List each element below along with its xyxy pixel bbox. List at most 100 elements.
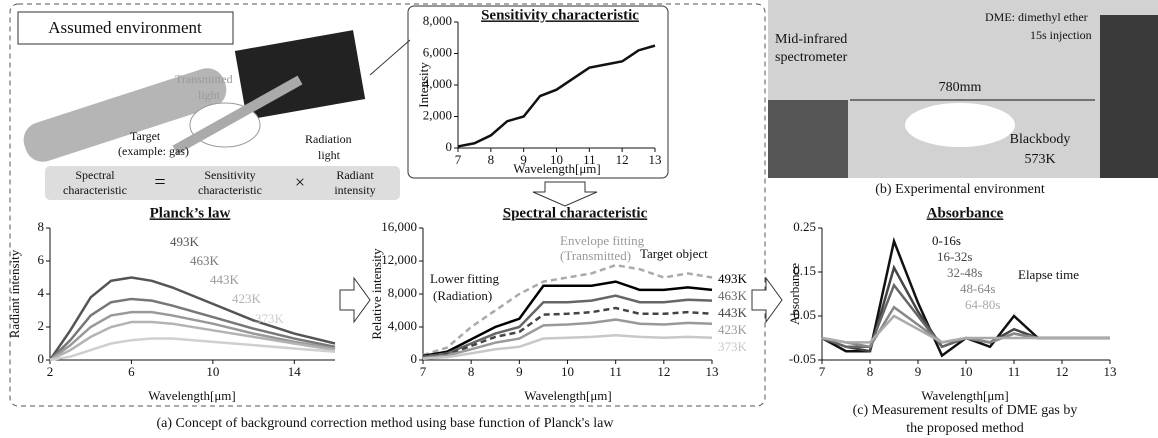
y-tick-label: 0: [411, 351, 418, 366]
data-line: [49, 297, 336, 361]
x-tick-label: 8: [488, 152, 495, 167]
x-tick-label: 7: [420, 364, 427, 379]
spectrometer-label: spectrometer: [775, 50, 848, 65]
light-beam: [172, 75, 303, 155]
data-line: [49, 320, 336, 362]
series-label: 493K: [170, 234, 200, 249]
series-label: 64-80s: [965, 297, 1000, 312]
series-label: 16-32s: [937, 249, 972, 264]
y-axis-label: Radiant intensity: [7, 249, 22, 338]
y-tick-label: 4: [38, 285, 45, 300]
y-tick-label: 4,000: [423, 76, 452, 91]
chart-title: Planck’s law: [150, 205, 231, 221]
y-tick-label: 0.15: [793, 263, 816, 278]
x-tick-label: 7: [455, 152, 462, 167]
y-tick-label: -0.05: [789, 351, 816, 366]
callout-line: [369, 39, 411, 76]
blackbody-label: 573K: [1024, 152, 1055, 167]
y-tick-label: 12,000: [381, 252, 417, 267]
panel-a-border: [9, 3, 766, 407]
y-tick-label: 2,000: [423, 107, 452, 122]
series-label: 373K: [255, 311, 285, 326]
series-label: 463K: [190, 253, 220, 268]
dme-label: 15s injection: [1030, 28, 1092, 42]
right-arrow: [339, 276, 371, 324]
chart-title: Sensitivity characteristic: [481, 7, 639, 23]
x-tick-label: 10: [550, 152, 563, 167]
x-axis-label: Wavelength[μm]: [513, 161, 601, 176]
y-tick-label: 0: [446, 139, 453, 154]
radiation-label: light: [318, 148, 341, 162]
series-label: 48-64s: [960, 281, 995, 296]
y-tick-label: 0: [38, 351, 45, 366]
x-tick-label: 8: [867, 364, 874, 379]
x-tick-label: 2: [47, 364, 54, 379]
series-label: 493K: [718, 271, 748, 286]
chart-title: Absorbance: [927, 205, 1004, 221]
x-tick-label: 11: [583, 152, 596, 167]
photo-spectrometer: [768, 100, 848, 178]
data-line: [422, 333, 713, 361]
x-tick-label: 11: [1008, 364, 1021, 379]
x-tick-label: 14: [288, 364, 302, 379]
equation-term: Sensitivity: [204, 168, 255, 182]
equation-op: =: [154, 172, 165, 194]
equation-box: [45, 166, 400, 200]
y-tick-label: 6,000: [423, 44, 452, 59]
x-tick-label: 8: [468, 364, 475, 379]
series-label: 463K: [718, 288, 748, 303]
dme-label: DME: dimethyl ether: [985, 10, 1088, 24]
equation-term: intensity: [334, 183, 375, 197]
y-axis-label: Relative intensity: [369, 248, 384, 340]
x-tick-label: 10: [561, 364, 574, 379]
series-label: 423K: [718, 322, 748, 337]
data-line: [422, 306, 713, 359]
series-label: 443K: [718, 305, 748, 320]
data-line: [457, 44, 656, 148]
y-tick-label: 6: [38, 252, 45, 267]
x-tick-label: 9: [516, 364, 523, 379]
annotation: Target object: [640, 246, 708, 261]
spectrometer-label: Mid-infrared: [775, 32, 847, 47]
y-tick-label: 16,000: [381, 219, 417, 234]
x-axis-label: Wavelength[μm]: [921, 388, 1009, 403]
pipe: [23, 68, 227, 162]
caption: (b) Experimental environment: [875, 182, 1045, 197]
series-label: 423K: [232, 291, 262, 306]
assumed-box: [17, 11, 234, 45]
annotation: Envelope fitting: [560, 233, 645, 248]
series-label: 32-48s: [947, 265, 982, 280]
data-line: [821, 305, 1110, 349]
data-line: [48, 276, 336, 361]
equation-term: Radiant: [336, 168, 374, 182]
x-tick-label: 13: [649, 152, 662, 167]
photo-blackbody: [1100, 15, 1158, 178]
x-tick-label: 12: [616, 152, 629, 167]
transmitted-label: light: [198, 88, 221, 102]
data-line: [821, 314, 1110, 344]
x-tick-label: 10: [960, 364, 973, 379]
x-tick-label: 7: [819, 364, 826, 379]
y-tick-label: 2: [38, 318, 45, 333]
x-tick-label: 13: [706, 364, 719, 379]
y-tick-label: 0.05: [793, 307, 816, 322]
y-tick-label: 4,000: [388, 318, 417, 333]
assumed-label: Assumed environment: [48, 18, 202, 37]
x-tick-label: 11: [609, 364, 622, 379]
right-arrow: [751, 276, 783, 324]
x-tick-label: 9: [915, 364, 922, 379]
chart-title: Spectral characteristic: [503, 205, 648, 221]
y-tick-label: 8: [38, 219, 45, 234]
y-tick-label: 8,000: [423, 13, 452, 28]
x-tick-label: 12: [657, 364, 670, 379]
photo-cloud: [905, 103, 1015, 147]
data-line: [422, 294, 713, 358]
x-tick-label: 10: [206, 364, 219, 379]
data-line: [49, 337, 336, 362]
annotation: Elapse time: [1018, 267, 1079, 282]
series-label: 0-16s: [932, 233, 961, 248]
x-tick-label: 6: [128, 364, 135, 379]
equation-op: ×: [295, 172, 305, 192]
series-label: 373K: [718, 339, 748, 354]
